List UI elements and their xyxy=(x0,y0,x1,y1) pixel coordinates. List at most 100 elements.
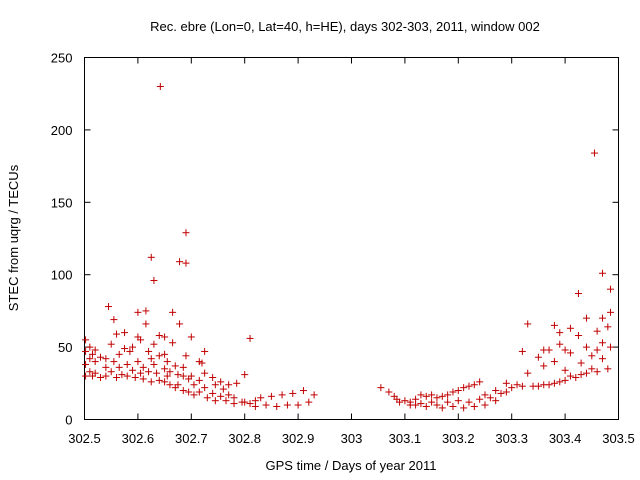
data-point xyxy=(150,340,158,348)
data-point xyxy=(556,378,564,386)
data-point xyxy=(606,285,614,293)
data-point xyxy=(129,366,137,374)
data-point xyxy=(257,394,265,402)
data-point xyxy=(201,384,209,392)
data-point xyxy=(497,389,505,397)
data-point xyxy=(377,384,385,392)
data-point xyxy=(230,400,238,408)
data-point xyxy=(598,339,606,347)
data-point xyxy=(137,336,145,344)
data-point xyxy=(588,352,596,360)
data-point xyxy=(131,374,139,382)
data-point xyxy=(82,372,90,380)
data-point xyxy=(481,401,489,409)
data-point xyxy=(134,308,142,316)
data-point xyxy=(153,369,161,377)
data-point xyxy=(561,346,569,354)
data-point xyxy=(572,374,580,382)
data-point xyxy=(262,401,270,409)
data-point xyxy=(174,381,182,389)
data-point xyxy=(454,387,462,395)
data-point xyxy=(155,332,163,340)
data-point xyxy=(129,343,137,351)
data-point xyxy=(428,391,436,399)
data-point xyxy=(561,376,569,384)
data-point xyxy=(115,350,123,358)
data-point xyxy=(161,350,169,358)
data-point xyxy=(598,269,606,277)
data-point xyxy=(540,362,548,370)
data-point xyxy=(107,340,115,348)
data-point xyxy=(476,395,484,403)
data-point xyxy=(273,402,281,410)
data-point xyxy=(102,372,110,380)
y-tick-label: 0 xyxy=(65,413,72,428)
data-point xyxy=(219,385,227,393)
data-point xyxy=(566,349,574,357)
data-point xyxy=(582,343,590,351)
data-point xyxy=(460,404,468,412)
data-point xyxy=(241,371,249,379)
data-point xyxy=(449,402,457,410)
data-point xyxy=(150,276,158,284)
y-axis-title: STEC from uqrg / TECUs xyxy=(6,164,21,311)
data-point xyxy=(251,402,259,410)
data-point xyxy=(142,307,150,315)
data-point xyxy=(412,401,420,409)
data-point xyxy=(110,316,118,324)
data-point xyxy=(241,398,249,406)
data-point xyxy=(492,387,500,395)
data-point xyxy=(305,398,313,406)
data-point xyxy=(433,394,441,402)
data-point xyxy=(385,388,393,396)
data-point xyxy=(438,404,446,412)
data-point xyxy=(593,346,601,354)
data-point xyxy=(86,343,94,351)
data-point xyxy=(502,388,510,396)
data-point xyxy=(233,379,241,387)
data-point xyxy=(147,253,155,261)
data-point xyxy=(105,303,113,311)
data-point xyxy=(156,82,164,90)
data-point xyxy=(524,320,532,328)
data-point xyxy=(267,392,275,400)
y-axis: 0 50 100 150 200 250 xyxy=(51,51,619,428)
data-point xyxy=(513,381,521,389)
data-point xyxy=(182,229,190,237)
data-point xyxy=(574,332,582,340)
data-point xyxy=(187,372,195,380)
data-point xyxy=(121,329,129,337)
data-point xyxy=(169,339,177,347)
x-axis-title: GPS time / Days of year 2011 xyxy=(266,458,437,473)
data-point xyxy=(145,368,153,376)
data-point xyxy=(161,333,169,341)
x-tick-label: 303.2 xyxy=(442,431,475,446)
data-point xyxy=(518,347,526,355)
data-point xyxy=(460,384,468,392)
data-point xyxy=(444,391,452,399)
data-point xyxy=(438,392,446,400)
data-point xyxy=(150,360,158,368)
data-point xyxy=(561,366,569,374)
data-point xyxy=(139,363,147,371)
data-point xyxy=(118,371,126,379)
data-point xyxy=(481,391,489,399)
data-point xyxy=(166,368,174,376)
data-point xyxy=(454,397,462,405)
data-point xyxy=(598,314,606,322)
data-point xyxy=(97,353,105,361)
data-point xyxy=(198,359,206,367)
data-point xyxy=(179,372,187,380)
data-point xyxy=(139,375,147,383)
data-point xyxy=(182,352,190,360)
data-point xyxy=(534,382,542,390)
data-point xyxy=(606,308,614,316)
data-point xyxy=(550,321,558,329)
x-tick-label: 303.4 xyxy=(549,431,582,446)
data-point xyxy=(195,376,203,384)
data-point xyxy=(465,398,473,406)
data-point xyxy=(433,401,441,409)
plot-frame xyxy=(84,57,619,420)
data-point xyxy=(91,358,99,366)
data-point xyxy=(102,363,110,371)
